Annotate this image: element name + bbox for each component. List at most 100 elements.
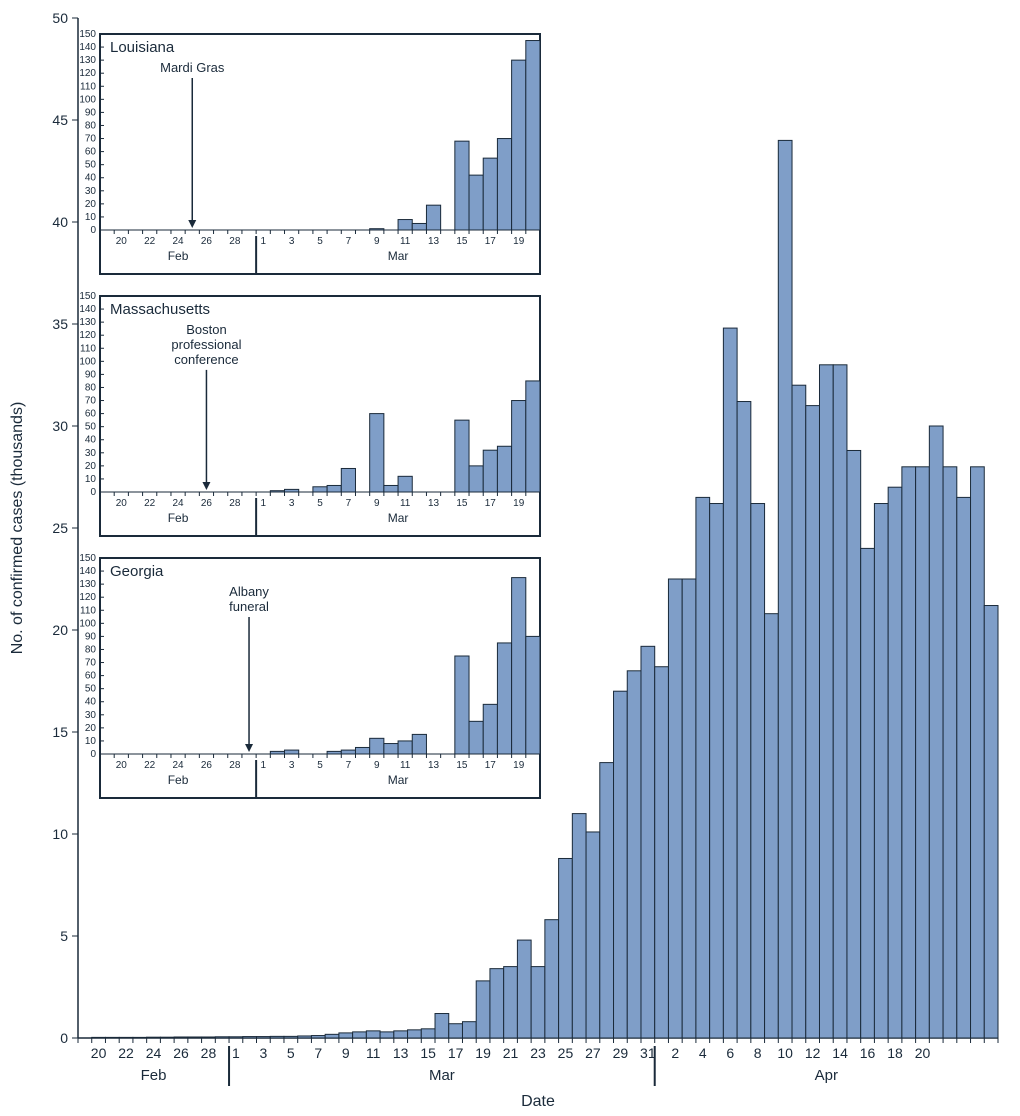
- main-bar: [270, 1036, 284, 1038]
- inset-x-tick-label: 19: [513, 236, 525, 247]
- main-bar: [229, 1037, 243, 1038]
- main-bar: [339, 1033, 353, 1038]
- main-bar: [366, 1031, 380, 1038]
- inset-y-tick-label: 130: [79, 317, 96, 328]
- inset-x-tick-label: 7: [346, 236, 352, 247]
- main-bar: [943, 467, 957, 1038]
- inset-x-tick-label: 28: [229, 498, 241, 509]
- main-bar: [202, 1037, 216, 1038]
- main-bar: [380, 1032, 394, 1038]
- y-tick-label: 45: [52, 112, 68, 128]
- main-bar: [737, 402, 751, 1038]
- inset-title: Massachusetts: [110, 301, 210, 318]
- main-bar: [916, 467, 930, 1038]
- inset-bar: [483, 158, 497, 230]
- x-tick-label: 29: [613, 1045, 629, 1061]
- y-tick-label: 10: [52, 826, 68, 842]
- chart-root: 05101520253035404550No. of confirmed cas…: [0, 0, 1020, 1116]
- inset-x-tick-label: 17: [485, 760, 497, 771]
- inset-bar: [270, 751, 284, 754]
- x-tick-label: 7: [314, 1045, 322, 1061]
- main-bar: [641, 646, 655, 1038]
- inset-x-tick-label: 1: [260, 236, 266, 247]
- inset-bar: [384, 485, 398, 492]
- inset-bar: [512, 401, 526, 492]
- inset-y-tick-label: 10: [85, 474, 97, 485]
- inset-y-tick-label: 100: [79, 94, 96, 105]
- inset-y-tick-label: 0: [90, 749, 96, 760]
- inset-bar: [526, 41, 540, 230]
- inset-x-tick-label: 19: [513, 498, 525, 509]
- inset-bar: [398, 220, 412, 230]
- x-tick-label: 18: [887, 1045, 903, 1061]
- annotation-arrow-head: [188, 220, 196, 228]
- inset-y-tick-label: 60: [85, 671, 97, 682]
- inset-month-label: Feb: [168, 511, 189, 525]
- main-bar: [559, 858, 573, 1038]
- main-bar: [504, 967, 518, 1038]
- inset-y-tick-label: 60: [85, 409, 97, 420]
- inset-y-tick-label: 140: [79, 566, 96, 577]
- inset-bar: [512, 578, 526, 754]
- inset-y-tick-label: 70: [85, 396, 97, 407]
- inset-annotation: Mardi Gras: [160, 60, 225, 75]
- main-bar: [298, 1036, 312, 1038]
- x-tick-label: 22: [118, 1045, 134, 1061]
- main-bar: [627, 671, 641, 1038]
- x-tick-label: 10: [777, 1045, 793, 1061]
- x-tick-label: 13: [393, 1045, 409, 1061]
- x-tick-label: 1: [232, 1045, 240, 1061]
- inset-y-tick-label: 0: [90, 225, 96, 236]
- main-bar: [545, 920, 559, 1038]
- main-bar: [778, 140, 792, 1038]
- month-label: Apr: [815, 1067, 838, 1084]
- month-label: Mar: [429, 1067, 455, 1084]
- inset-y-tick-label: 40: [85, 697, 97, 708]
- inset-x-tick-label: 20: [116, 236, 128, 247]
- main-bar: [119, 1037, 133, 1038]
- main-bar: [600, 763, 614, 1038]
- inset-bar: [455, 656, 469, 754]
- x-tick-label: 6: [726, 1045, 734, 1061]
- main-bar: [682, 579, 696, 1038]
- inset-x-tick-label: 28: [229, 760, 241, 771]
- inset-y-tick-label: 30: [85, 186, 97, 197]
- inset-x-tick-label: 11: [400, 760, 411, 771]
- y-axis-label: No. of confirmed cases (thousands): [9, 402, 26, 655]
- x-tick-label: 14: [832, 1045, 848, 1061]
- inset-month-label: Feb: [168, 249, 189, 263]
- inset-y-tick-label: 150: [79, 553, 96, 564]
- inset-bar: [355, 747, 369, 754]
- main-bar: [696, 497, 710, 1038]
- inset-x-tick-label: 3: [289, 760, 295, 771]
- inset-y-tick-label: 110: [80, 343, 96, 354]
- inset-bar: [398, 741, 412, 754]
- x-tick-label: 31: [640, 1045, 656, 1061]
- inset-bar: [270, 491, 284, 492]
- main-bar: [188, 1037, 202, 1038]
- inset-y-tick-label: 40: [85, 435, 97, 446]
- inset-bar: [412, 734, 426, 754]
- inset-y-tick-label: 20: [85, 723, 97, 734]
- inset-x-tick-label: 11: [400, 498, 411, 509]
- inset-y-tick-label: 70: [85, 134, 97, 145]
- inset-bar: [370, 738, 384, 754]
- main-bar: [614, 691, 628, 1038]
- inset-bar: [526, 636, 540, 754]
- inset-x-tick-label: 24: [173, 498, 185, 509]
- main-bar: [325, 1034, 339, 1038]
- inset-annotation: Bostonprofessionalconference: [171, 322, 241, 367]
- inset-bar: [483, 450, 497, 492]
- main-bar: [490, 969, 504, 1038]
- inset-x-tick-label: 19: [513, 760, 525, 771]
- x-tick-label: 20: [91, 1045, 107, 1061]
- inset-bar: [370, 414, 384, 492]
- main-bar: [311, 1036, 325, 1038]
- main-bar: [861, 548, 875, 1038]
- main-bar: [133, 1037, 147, 1038]
- main-bar: [147, 1037, 161, 1038]
- inset-bar: [455, 420, 469, 492]
- inset-y-tick-label: 120: [79, 592, 96, 603]
- inset-y-tick-label: 0: [90, 487, 96, 498]
- main-bar: [408, 1030, 422, 1038]
